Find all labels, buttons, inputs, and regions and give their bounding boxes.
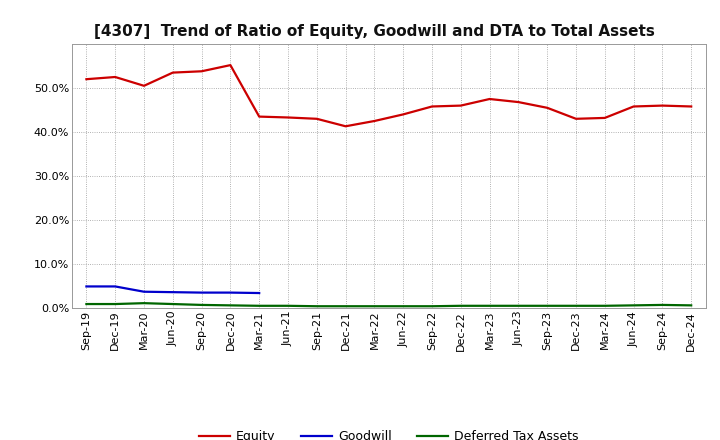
Equity (543, 105, 552, 110)
Deferred Tax Assets (543, 303, 552, 308)
Equity (428, 104, 436, 109)
Deferred Tax Assets (370, 304, 379, 309)
Equity (226, 62, 235, 68)
Equity (629, 104, 638, 109)
Deferred Tax Assets (341, 304, 350, 309)
Equity (82, 77, 91, 82)
Deferred Tax Assets (514, 303, 523, 308)
Goodwill (111, 284, 120, 289)
Deferred Tax Assets (658, 302, 667, 308)
Equity (485, 96, 494, 102)
Line: Deferred Tax Assets: Deferred Tax Assets (86, 303, 691, 306)
Equity (687, 104, 696, 109)
Equity (312, 116, 321, 121)
Equity (370, 118, 379, 124)
Equity (658, 103, 667, 108)
Deferred Tax Assets (687, 303, 696, 308)
Deferred Tax Assets (140, 301, 148, 306)
Equity (140, 83, 148, 88)
Deferred Tax Assets (629, 303, 638, 308)
Equity (456, 103, 465, 108)
Goodwill (168, 290, 177, 295)
Deferred Tax Assets (428, 304, 436, 309)
Deferred Tax Assets (111, 301, 120, 307)
Goodwill (140, 289, 148, 294)
Deferred Tax Assets (284, 303, 292, 308)
Equity (600, 115, 609, 121)
Line: Goodwill: Goodwill (86, 286, 259, 293)
Equity (197, 69, 206, 74)
Text: [4307]  Trend of Ratio of Equity, Goodwill and DTA to Total Assets: [4307] Trend of Ratio of Equity, Goodwil… (94, 24, 654, 39)
Deferred Tax Assets (82, 301, 91, 307)
Line: Equity: Equity (86, 65, 691, 126)
Deferred Tax Assets (399, 304, 408, 309)
Equity (341, 124, 350, 129)
Deferred Tax Assets (456, 303, 465, 308)
Deferred Tax Assets (485, 303, 494, 308)
Legend: Equity, Goodwill, Deferred Tax Assets: Equity, Goodwill, Deferred Tax Assets (194, 425, 584, 440)
Equity (284, 115, 292, 120)
Deferred Tax Assets (197, 302, 206, 308)
Goodwill (197, 290, 206, 295)
Equity (399, 112, 408, 117)
Deferred Tax Assets (312, 304, 321, 309)
Equity (514, 99, 523, 105)
Equity (168, 70, 177, 75)
Deferred Tax Assets (226, 303, 235, 308)
Goodwill (226, 290, 235, 295)
Equity (572, 116, 580, 121)
Equity (255, 114, 264, 119)
Equity (111, 74, 120, 80)
Deferred Tax Assets (600, 303, 609, 308)
Goodwill (255, 290, 264, 296)
Deferred Tax Assets (255, 303, 264, 308)
Deferred Tax Assets (168, 301, 177, 307)
Deferred Tax Assets (572, 303, 580, 308)
Goodwill (82, 284, 91, 289)
